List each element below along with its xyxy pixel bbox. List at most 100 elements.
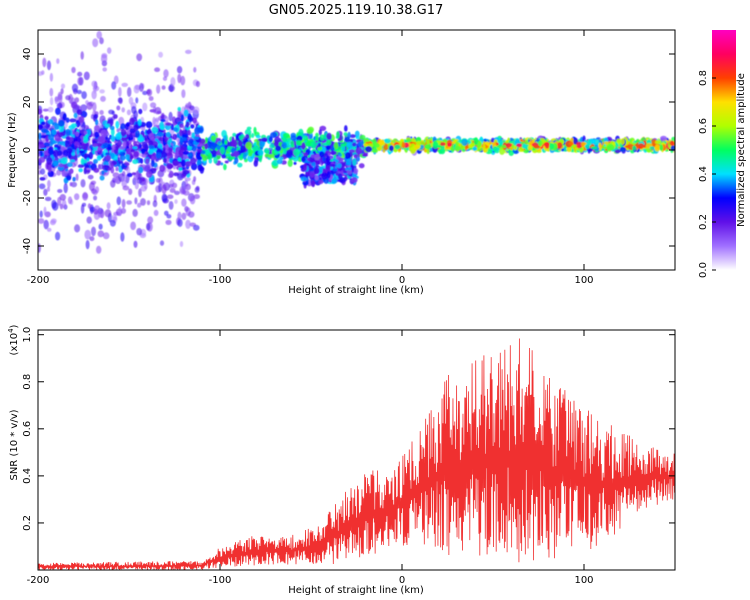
spectrogram-cell xyxy=(659,144,664,152)
spectrogram-cell xyxy=(245,141,253,150)
spectrogram-cell xyxy=(81,91,87,100)
spectrogram-cell xyxy=(373,143,380,148)
spectrogram-cell xyxy=(325,145,331,150)
spectrogram-cell xyxy=(133,151,139,158)
spectrogram-cell xyxy=(151,126,159,134)
spectrogram-cell xyxy=(165,144,169,150)
spectrogram-cell xyxy=(492,146,498,152)
spectrogram-cell xyxy=(286,149,293,157)
spectrogram-cell xyxy=(419,141,427,146)
spectrogram-cell xyxy=(273,140,279,147)
spectrogram-cell xyxy=(296,135,303,142)
spectrogram-cell xyxy=(183,153,188,160)
spectrogram-cell xyxy=(77,137,81,144)
spectrogram-cell xyxy=(164,210,169,216)
colorbar-label: Normalized spectral amplitude xyxy=(736,73,747,227)
spectrogram-cell xyxy=(332,168,338,172)
spectrogram-cell xyxy=(281,136,288,143)
spectrogram-cell xyxy=(244,128,252,136)
spectrogram-cell xyxy=(179,241,184,247)
spectrogram-cell xyxy=(91,226,96,237)
spectrogram-cell xyxy=(74,141,80,147)
spectrogram-cell xyxy=(69,182,73,187)
spectrogram-cell xyxy=(649,146,655,150)
spectrogram-cell xyxy=(345,158,352,166)
spectrogram-cell xyxy=(39,144,45,148)
spectrogram-cell xyxy=(209,142,217,150)
snr-y-label: SNR (10 * v/v) xyxy=(9,409,20,480)
spectrogram-cell xyxy=(56,102,63,110)
spectrogram-cell xyxy=(69,118,77,123)
spectrogram-cell xyxy=(287,159,293,167)
spectrogram-cell xyxy=(303,163,308,172)
spectrogram-cell xyxy=(47,106,54,113)
y-tick-label: 0.6 xyxy=(22,421,33,437)
spectrogram-cell xyxy=(38,218,45,224)
spectrogram-cell xyxy=(139,82,144,92)
spectrogram-cell xyxy=(146,89,151,95)
spectrogram-cell xyxy=(314,167,320,175)
spectrogram-cell xyxy=(318,179,324,185)
snr-frame xyxy=(37,329,676,571)
spectrogram-cell xyxy=(187,138,195,147)
spectrogram-cell xyxy=(296,140,302,146)
spectrogram-cell xyxy=(101,53,108,59)
spectrogram-cell xyxy=(120,232,125,242)
spectrogram-cell xyxy=(184,177,191,182)
spectrogram-cell xyxy=(117,97,123,104)
spectrogram-cell xyxy=(133,124,139,132)
spectrogram-cell xyxy=(306,128,314,135)
spectrogram-cell xyxy=(126,122,131,127)
spectrogram-cell xyxy=(590,146,598,150)
spectrogram-cell xyxy=(65,128,71,137)
spectrogram-cell xyxy=(144,144,149,150)
spectrogram-cell xyxy=(345,152,351,160)
spectrogram-cell xyxy=(181,89,186,98)
spectrogram-cell xyxy=(410,146,416,155)
spectrogram-cell xyxy=(326,171,331,179)
spectrogram-cell xyxy=(161,85,166,90)
spectrogram-cell xyxy=(217,140,221,145)
spectrogram-cell xyxy=(124,162,130,166)
spectrogram-cell xyxy=(125,153,130,161)
spectrogram-cell xyxy=(172,133,178,141)
y-tick-label: 1.0 xyxy=(22,327,33,343)
spectrogram-cell xyxy=(84,164,90,169)
spectrogram-cell xyxy=(136,228,143,236)
spectrogram-cell xyxy=(104,155,112,161)
spectrogram-cell xyxy=(333,142,339,150)
spectrogram-cell xyxy=(188,152,194,160)
spectrogram-cell xyxy=(148,145,155,150)
snr-y-multiplier: (x104) xyxy=(7,324,20,355)
spectrogram-cell xyxy=(96,245,102,254)
spectrogram-cell xyxy=(93,195,98,201)
spectrogram-cell xyxy=(49,97,54,106)
spectrogram-cell xyxy=(86,157,90,162)
spectrogram-cell xyxy=(527,144,533,151)
spectrogram-cell xyxy=(322,156,326,162)
spectrogram-cell xyxy=(132,146,138,150)
spectrogram-cell xyxy=(299,153,304,158)
spectrogram-cell xyxy=(180,137,187,141)
spectrogram-cell xyxy=(322,168,326,173)
spectrogram-cell xyxy=(40,121,46,125)
spectrogram-cell xyxy=(383,144,389,151)
spectrogram-cell xyxy=(310,141,317,149)
spectrogram-cell xyxy=(52,160,59,167)
spectrogram-cell xyxy=(101,170,105,175)
spectrogram-cell xyxy=(159,164,166,172)
spectrogram-cell xyxy=(159,121,165,130)
spectrogram-cell xyxy=(159,240,165,246)
spectrogram-cell xyxy=(138,166,144,174)
spectrogram-cell xyxy=(140,198,146,206)
spectrogram-cell xyxy=(344,125,348,132)
spectrogram-cell xyxy=(473,137,479,146)
spectrogram-cell xyxy=(251,133,255,138)
spectrogram-cell xyxy=(166,194,174,200)
spectrogram-cell xyxy=(121,199,126,209)
spectrogram-cell xyxy=(148,96,154,101)
x-tick-label: -100 xyxy=(209,275,232,286)
spectrogram-cell xyxy=(85,239,90,250)
spectrogram-cell xyxy=(307,164,312,169)
spectrogram-cell xyxy=(533,145,541,149)
